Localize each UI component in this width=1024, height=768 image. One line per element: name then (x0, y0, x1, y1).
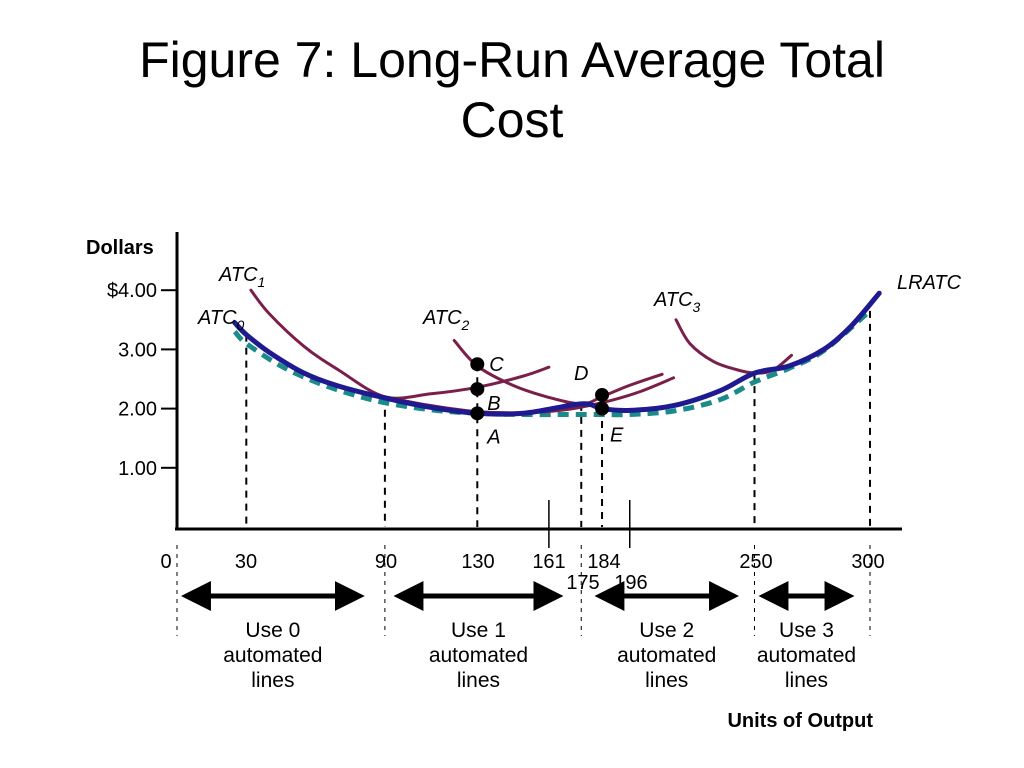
x-tick-label: 196 (614, 572, 647, 594)
zone-label: automated (617, 644, 716, 667)
point-a (470, 406, 485, 421)
curve-label-atc0-subscript: 0 (237, 317, 245, 333)
y-tick-label: 3.00 (118, 339, 157, 361)
zone-label: lines (251, 669, 294, 692)
title-line-2: Cost (460, 92, 564, 148)
x-tick-label: 30 (235, 551, 257, 573)
y-tick-label: 1.00 (118, 458, 157, 480)
point-label-e: E (610, 425, 624, 447)
curve-label-atc0: ATC0 (197, 307, 245, 333)
y-tick-label: $4.00 (107, 280, 157, 302)
point-b (470, 382, 485, 397)
curve-label-atc1-text: ATC (218, 264, 258, 286)
zone-label: Use 0 (245, 619, 300, 642)
lratc-envelope-dashed (232, 309, 872, 418)
curve-label-atc0-text: ATC (197, 307, 237, 329)
curve-label-atc2-subscript: 2 (461, 317, 470, 333)
zone-label: Use 3 (779, 619, 834, 642)
atc3-curve (674, 318, 793, 375)
curve-label-atc1: ATC1 (218, 264, 265, 290)
x-tick-label: 184 (587, 551, 620, 573)
y-axis-title: Dollars (86, 237, 154, 259)
curve-label-atc3-subscript: 3 (693, 299, 701, 315)
x-tick-label: 250 (739, 551, 772, 573)
x-tick-label: 0 (160, 551, 171, 573)
title-line-1: Figure 7: Long-Run Average Total (139, 32, 885, 88)
curve-label-atc1-subscript: 1 (258, 274, 266, 290)
zone-label: lines (785, 669, 828, 692)
zone-label: lines (645, 669, 688, 692)
point-label-d: D (574, 363, 588, 385)
curve-label-atc2: ATC2 (422, 307, 470, 333)
curve-label-atc3: ATC3 (653, 289, 701, 315)
zone-label: automated (223, 644, 322, 667)
zone-label: lines (457, 669, 500, 692)
zone-label: Use 1 (451, 619, 506, 642)
zone-label: Use 2 (639, 619, 694, 642)
zone-label: automated (757, 644, 856, 667)
x-tick-label: 90 (375, 551, 397, 573)
atc0-curve (233, 321, 676, 415)
x-tick-label: 300 (851, 551, 884, 573)
point-d (595, 387, 610, 402)
curve-label-lratc-text: LRATC (897, 272, 962, 294)
curve-label-lratc: LRATC (897, 272, 962, 294)
x-axis-title: Units of Output (727, 710, 873, 732)
curve-label-atc2-text: ATC (422, 307, 462, 329)
point-label-c: C (489, 354, 504, 376)
point-label-a: A (486, 426, 500, 448)
x-tick-label: 130 (461, 551, 494, 573)
point-label-b: B (487, 393, 500, 415)
x-tick-label: 175 (566, 572, 599, 594)
page-title: Figure 7: Long-Run Average Total Cost (0, 30, 1024, 150)
point-c (470, 357, 485, 372)
curve-label-atc3-text: ATC (653, 289, 693, 311)
lratc-curve (232, 290, 882, 417)
x-tick-label: 161 (532, 551, 565, 573)
zone-label: automated (429, 644, 528, 667)
point-e (595, 401, 610, 416)
y-tick-label: 2.00 (118, 399, 157, 421)
